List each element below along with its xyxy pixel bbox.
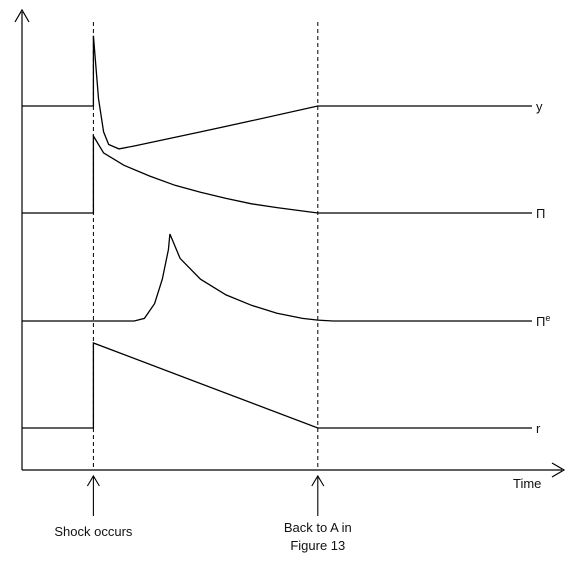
series-label-expected-inflation: Πe [536, 313, 550, 329]
series-line-y [22, 35, 532, 150]
x-axis-arrowhead [551, 462, 566, 478]
series-label-inflation: Π [536, 206, 545, 221]
series-label-expected-inflation-superscript: e [545, 313, 550, 323]
x-axis-label: Time [513, 476, 541, 491]
series-line-expected-inflation [22, 233, 532, 322]
marker-label-shock: Shock occurs [54, 524, 133, 539]
series-line-interest-rate [22, 342, 532, 429]
marker-arrowhead-back-to-a [311, 474, 325, 487]
y-axis-arrowhead [14, 8, 30, 23]
marker-label-back-to-a-line-1: Back to A in [284, 520, 352, 535]
series-label-interest-rate: r [536, 421, 541, 436]
marker-label-back-to-a-line-2: Figure 13 [290, 538, 345, 553]
series-label-expected-inflation-base: Π [536, 314, 545, 329]
series-line-inflation [22, 133, 532, 214]
series-label-y: y [536, 99, 543, 114]
marker-arrowhead-shock [86, 474, 100, 487]
